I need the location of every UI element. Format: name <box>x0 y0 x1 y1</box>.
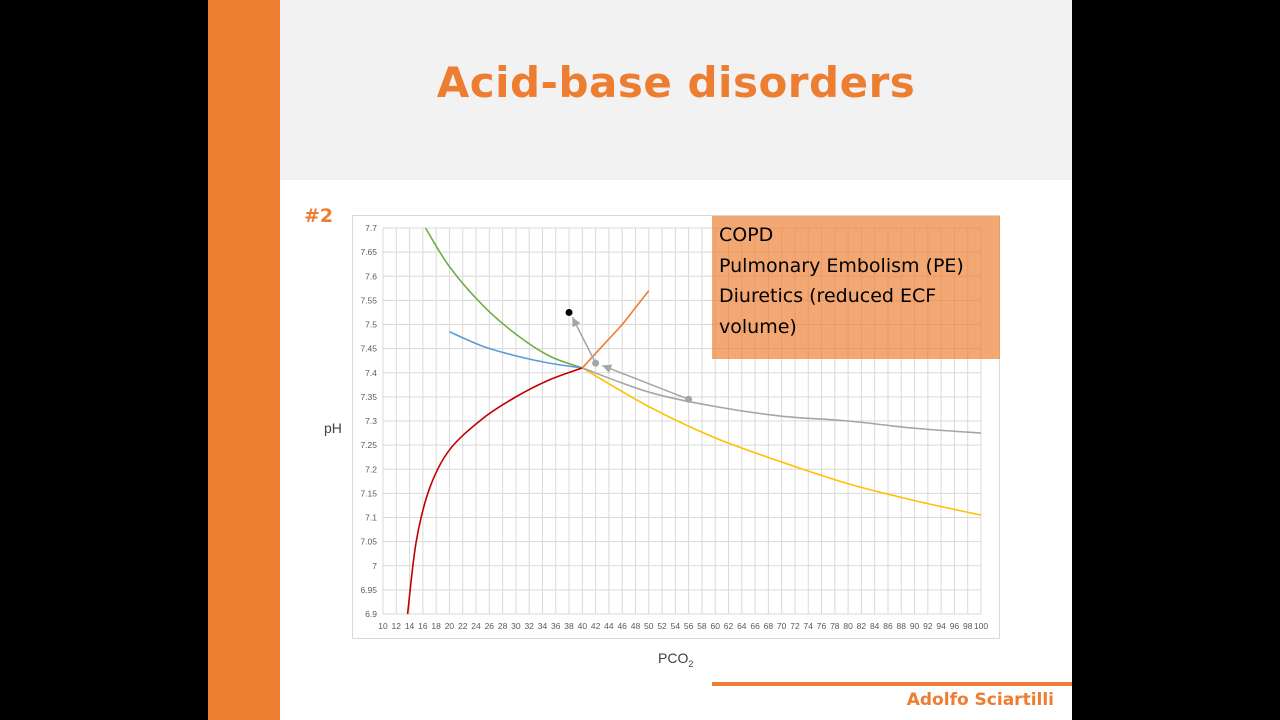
y-tick-label: 7.3 <box>365 416 377 426</box>
x-tick-label: 70 <box>777 621 787 631</box>
x-tick-label: 76 <box>817 621 827 631</box>
causes-note-box: COPD Pulmonary Embolism (PE) Diuretics (… <box>712 216 1000 359</box>
x-tick-label: 20 <box>445 621 455 631</box>
y-tick-label: 7.65 <box>360 247 377 257</box>
y-tick-label: 7.25 <box>360 440 377 450</box>
x-tick-label: 12 <box>392 621 402 631</box>
note-line: Diuretics (reduced ECF <box>719 285 937 307</box>
x-tick-label: 82 <box>857 621 867 631</box>
slide: Acid-base disorders #2 10 12 14 16 18 20 22 24 2… <box>208 0 1072 720</box>
slide-number: #2 <box>304 205 334 227</box>
x-tick-label: 26 <box>485 621 495 631</box>
x-tick-label: 42 <box>591 621 601 631</box>
x-tick-label: 10 <box>378 621 388 631</box>
y-axis-label: pH <box>324 420 342 436</box>
x-tick-label: 22 <box>458 621 468 631</box>
x-tick-label: 32 <box>524 621 534 631</box>
x-tick-label: 24 <box>471 621 481 631</box>
y-tick-label: 7.05 <box>360 537 377 547</box>
data-point <box>565 308 573 316</box>
x-tick-label: 60 <box>710 621 720 631</box>
series-line <box>581 367 982 516</box>
x-tick-label: 92 <box>923 621 933 631</box>
series-line <box>449 331 583 369</box>
y-tick-label: 7.4 <box>365 368 377 378</box>
y-tick-label: 7.2 <box>365 464 377 474</box>
y-tick-label: 7.15 <box>360 488 377 498</box>
y-tick-label: 6.95 <box>360 585 377 595</box>
note-line: COPD <box>719 224 774 246</box>
y-tick-label: 7.6 <box>365 271 377 281</box>
y-tick-label: 7.35 <box>360 392 377 402</box>
series-line <box>424 227 583 369</box>
y-tick-label: 7.55 <box>360 295 377 305</box>
series-line <box>581 290 650 369</box>
title-band <box>280 0 1072 180</box>
x-tick-label: 54 <box>671 621 681 631</box>
x-axis-label-text: PCO <box>658 650 689 666</box>
x-tick-label: 72 <box>790 621 800 631</box>
x-axis-label-subscript: 2 <box>688 658 694 669</box>
x-tick-label: 86 <box>883 621 893 631</box>
x-tick-label: 18 <box>431 621 441 631</box>
x-tick-label: 96 <box>950 621 960 631</box>
y-tick-label: 7.45 <box>360 344 377 354</box>
x-tick-label: 52 <box>657 621 667 631</box>
x-tick-label: 50 <box>644 621 654 631</box>
x-tick-label: 34 <box>538 621 548 631</box>
x-tick-label: 56 <box>684 621 694 631</box>
x-tick-label: 74 <box>804 621 814 631</box>
x-tick-label: 28 <box>498 621 508 631</box>
x-axis-label: PCO2 <box>658 650 693 669</box>
x-tick-label: 30 <box>511 621 521 631</box>
x-tick-label: 58 <box>697 621 707 631</box>
x-tick-label: 98 <box>963 621 973 631</box>
y-tick-label: 7.5 <box>365 320 377 330</box>
x-tick-label: 38 <box>564 621 574 631</box>
series-line <box>582 367 982 434</box>
x-tick-label: 90 <box>910 621 920 631</box>
x-tick-label: 62 <box>724 621 734 631</box>
author-name: Adolfo Sciartilli <box>906 690 1054 710</box>
side-accent-bar <box>208 0 280 720</box>
data-point <box>685 395 693 403</box>
y-tick-label: 7 <box>372 561 377 571</box>
shift-arrow <box>571 316 597 364</box>
x-tick-label: 68 <box>764 621 774 631</box>
x-tick-label: 40 <box>578 621 588 631</box>
x-tick-label: 88 <box>897 621 907 631</box>
note-line: Pulmonary Embolism (PE) <box>719 254 964 277</box>
y-tick-label: 7.7 <box>365 223 377 233</box>
series-line <box>406 367 583 615</box>
x-tick-label: 16 <box>418 621 428 631</box>
x-tick-label: 100 <box>974 621 988 631</box>
x-tick-label: 78 <box>830 621 840 631</box>
x-tick-label: 14 <box>405 621 415 631</box>
x-tick-label: 36 <box>551 621 561 631</box>
x-tick-label: 66 <box>750 621 760 631</box>
y-tick-label: 7.1 <box>365 513 377 523</box>
x-tick-label: 64 <box>737 621 747 631</box>
slide-title: Acid-base disorders <box>436 58 916 107</box>
x-tick-label: 48 <box>631 621 641 631</box>
x-tick-label: 80 <box>843 621 853 631</box>
y-tick-label: 6.9 <box>365 609 377 619</box>
shift-arrow <box>601 364 689 400</box>
x-tick-label: 94 <box>936 621 946 631</box>
x-tick-label: 84 <box>870 621 880 631</box>
note-line: volume) <box>719 315 797 338</box>
footer-divider <box>712 682 1072 686</box>
x-tick-label: 46 <box>617 621 627 631</box>
x-tick-label: 44 <box>604 621 614 631</box>
data-point <box>592 359 600 367</box>
